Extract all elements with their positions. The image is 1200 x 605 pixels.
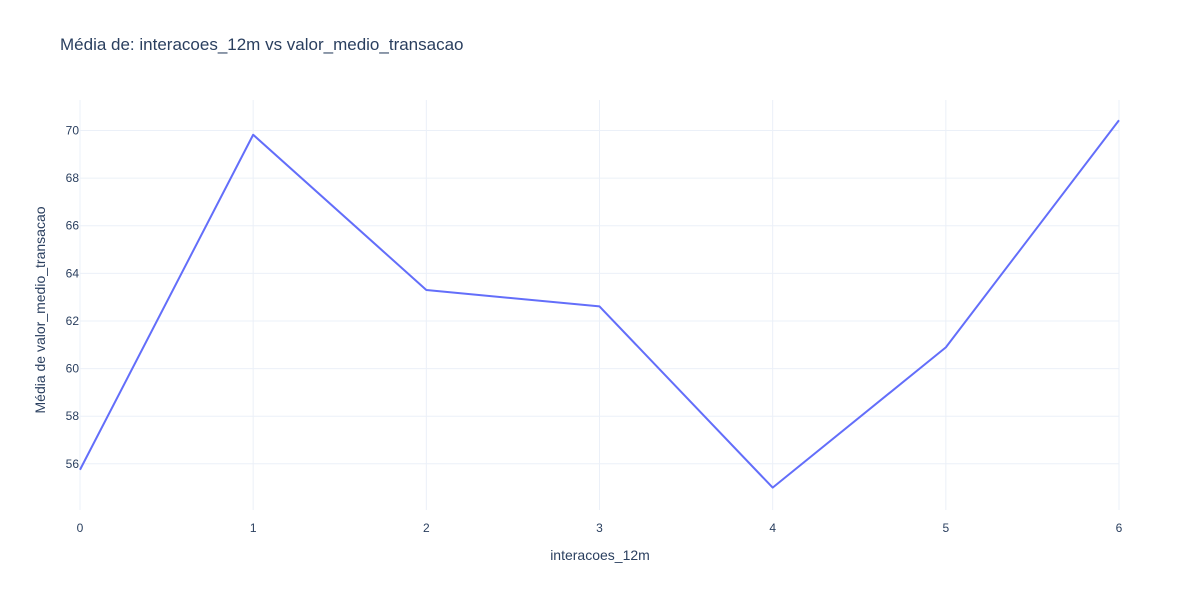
y-tick-label: 66 bbox=[66, 219, 80, 233]
x-tick-label: 5 bbox=[942, 521, 949, 535]
data-point[interactable] bbox=[770, 485, 776, 491]
y-tick-label: 58 bbox=[66, 409, 80, 423]
x-tick-label: 2 bbox=[423, 521, 430, 535]
y-tick-label: 64 bbox=[66, 266, 80, 280]
y-axis-title: Média de valor_medio_transacao bbox=[32, 206, 48, 413]
x-axis-ticks: 0 1 2 3 4 5 6 bbox=[77, 521, 1123, 535]
y-tick-label: 70 bbox=[66, 123, 80, 137]
y-axis-ticks: 56 58 60 62 64 66 68 70 bbox=[66, 123, 80, 470]
series-layer bbox=[79, 117, 1122, 491]
y-tick-label: 68 bbox=[66, 171, 80, 185]
x-tick-label: 3 bbox=[596, 521, 603, 535]
data-point[interactable] bbox=[1116, 117, 1122, 123]
data-point[interactable] bbox=[597, 303, 603, 309]
x-tick-label: 4 bbox=[769, 521, 776, 535]
chart-title: Média de: interacoes_12m vs valor_medio_… bbox=[60, 35, 464, 54]
y-tick-label: 60 bbox=[66, 362, 80, 376]
gridlines bbox=[79, 100, 1120, 510]
x-tick-label: 1 bbox=[250, 521, 257, 535]
y-tick-label: 56 bbox=[66, 457, 80, 471]
y-tick-label: 62 bbox=[66, 314, 80, 328]
x-tick-label: 6 bbox=[1116, 521, 1123, 535]
data-point[interactable] bbox=[423, 287, 429, 293]
series-line bbox=[79, 119, 1120, 489]
x-tick-label: 0 bbox=[77, 521, 84, 535]
data-point[interactable] bbox=[250, 132, 256, 138]
data-point[interactable] bbox=[943, 344, 949, 350]
x-axis-title: interacoes_12m bbox=[550, 547, 650, 563]
